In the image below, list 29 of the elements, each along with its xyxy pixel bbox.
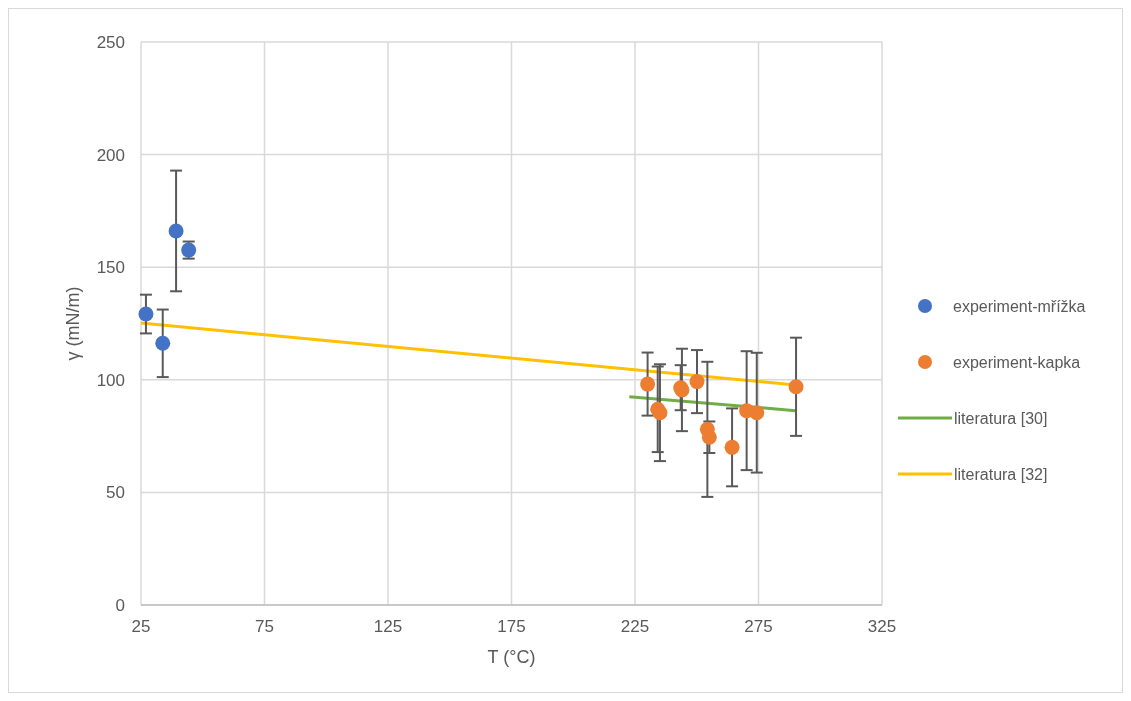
point	[138, 306, 154, 322]
x-tick-label: 175	[497, 617, 526, 636]
y-tick-label: 150	[96, 258, 125, 278]
point	[640, 376, 656, 392]
point	[155, 335, 171, 351]
point	[724, 439, 740, 455]
point	[788, 379, 804, 395]
x-tick-label: 325	[867, 617, 897, 636]
y-tick-label: 200	[96, 145, 125, 165]
x-tick-label: 25	[131, 617, 151, 636]
y-tick-label: 100	[96, 370, 125, 390]
legend-label: literatura [32]	[954, 465, 1048, 483]
x-tick-label: 225	[620, 617, 650, 636]
point	[168, 223, 184, 239]
x-tick-label: 275	[744, 617, 773, 636]
legend-label: experiment-mřížka	[953, 297, 1086, 315]
y-tick-label: 0	[115, 595, 125, 615]
x-tick-label: 75	[255, 617, 274, 636]
x-axis-title: T (°C)	[487, 647, 536, 667]
point	[652, 405, 668, 421]
y-axis-title: γ (mN/m)	[63, 286, 83, 361]
legend-label: experiment-kapka	[953, 353, 1081, 371]
point	[689, 374, 705, 390]
x-tick-label: 125	[373, 617, 403, 636]
y-tick-label: 250	[96, 32, 125, 52]
point	[749, 405, 765, 421]
y-tick-label: 50	[106, 483, 125, 503]
point	[701, 429, 717, 445]
legend-label: literatura [30]	[954, 409, 1048, 427]
